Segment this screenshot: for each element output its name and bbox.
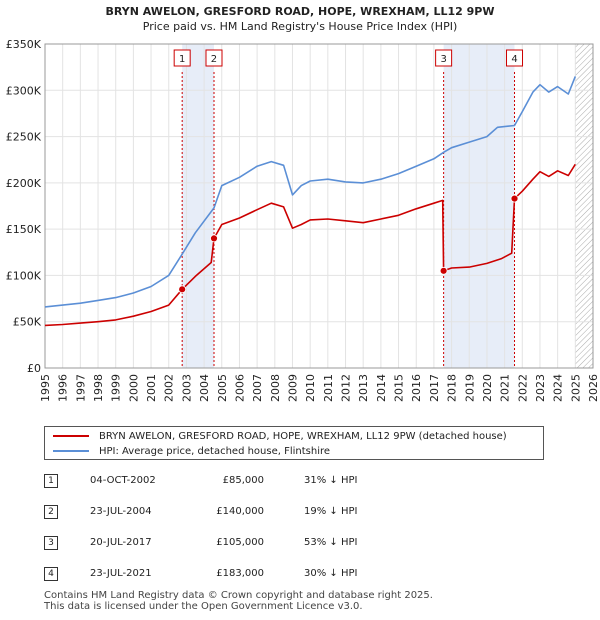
sale-price: £183,000 xyxy=(216,568,264,579)
x-tick-label: 2025 xyxy=(569,374,582,402)
x-tick-label: 1995 xyxy=(39,374,52,402)
x-tick-label: 2024 xyxy=(552,374,565,402)
hpi-line xyxy=(44,76,577,308)
sale-number: 2 xyxy=(44,505,58,519)
legend-hpi: HPI: Average price, detached house, Flin… xyxy=(53,444,330,459)
sale-point xyxy=(510,194,519,203)
x-tick-label: 2013 xyxy=(357,374,370,402)
plot-frame xyxy=(44,43,594,369)
x-tick-label: 2017 xyxy=(428,374,441,402)
y-tick-label: £250K xyxy=(6,131,42,144)
x-tick-label: 2001 xyxy=(145,374,158,402)
legend-hpi-swatch xyxy=(53,450,89,452)
chart-legend: BRYN AWELON, GRESFORD ROAD, HOPE, WREXHA… xyxy=(44,426,544,460)
sale-marker-box xyxy=(506,49,524,67)
x-tick-label: 2012 xyxy=(340,374,353,402)
chart-title: BRYN AWELON, GRESFORD ROAD, HOPE, WREXHA… xyxy=(106,5,495,18)
sale-row: 3 20-JUL-2017 £105,000 53% ↓ HPI xyxy=(44,534,564,554)
chart-subtitle: Price paid vs. HM Land Registry's House … xyxy=(143,20,458,33)
x-tick-label: 2007 xyxy=(251,374,264,402)
sale-row: 4 23-JUL-2021 £183,000 30% ↓ HPI xyxy=(44,565,564,585)
x-tick-label: 2026 xyxy=(587,374,600,402)
x-tick-label: 2005 xyxy=(216,374,229,402)
x-tick-label: 2020 xyxy=(481,374,494,402)
x-tick-label: 2011 xyxy=(322,374,335,402)
legend-hpi-label: HPI: Average price, detached house, Flin… xyxy=(99,446,331,457)
legend-property-swatch xyxy=(53,435,89,437)
sale-marker-label: 1 xyxy=(179,54,185,65)
x-tick-label: 2018 xyxy=(446,374,459,402)
footer-licence: This data is licensed under the Open Gov… xyxy=(44,601,363,612)
sale-number: 1 xyxy=(44,474,58,488)
sale-row: 2 23-JUL-2004 £140,000 19% ↓ HPI xyxy=(44,503,564,523)
sale-number: 3 xyxy=(44,536,58,550)
x-tick-label: 2003 xyxy=(180,374,193,402)
sale-hpi-diff: 30% ↓ HPI xyxy=(304,568,358,579)
x-tick-label: 2006 xyxy=(233,374,246,402)
legend-property: BRYN AWELON, GRESFORD ROAD, HOPE, WREXHA… xyxy=(53,429,507,444)
sale-marker-box xyxy=(435,49,453,67)
x-tick-label: 2016 xyxy=(410,374,423,402)
sale-price: £140,000 xyxy=(216,506,264,517)
x-tick-label: 2014 xyxy=(375,374,388,402)
sale-point xyxy=(439,266,448,275)
footer-copyright: Contains HM Land Registry data © Crown c… xyxy=(44,590,433,601)
y-tick-label: £150K xyxy=(6,223,42,236)
x-tick-label: 1998 xyxy=(92,374,105,402)
y-tick-label: £50K xyxy=(13,316,42,329)
sale-price: £105,000 xyxy=(216,537,264,548)
y-tick-label: £100K xyxy=(6,269,42,282)
x-tick-label: 2015 xyxy=(393,374,406,402)
x-tick-label: 1996 xyxy=(57,374,70,402)
sale-date: 20-JUL-2017 xyxy=(90,537,152,548)
x-tick-label: 1997 xyxy=(74,374,87,402)
sale-point xyxy=(210,234,218,243)
x-tick-label: 1999 xyxy=(110,374,123,402)
shaded-band xyxy=(443,44,515,368)
x-tick-label: 2023 xyxy=(534,374,547,402)
x-tick-label: 2010 xyxy=(304,374,317,402)
y-tick-label: £350K xyxy=(6,38,42,51)
y-tick-label: £0 xyxy=(27,362,41,375)
x-tick-label: 2019 xyxy=(463,374,476,402)
sale-number: 4 xyxy=(44,567,58,581)
footer: Contains HM Land Registry data © Crown c… xyxy=(44,590,433,612)
sale-date: 04-OCT-2002 xyxy=(90,475,156,486)
sale-point xyxy=(178,285,187,294)
price-chart: BRYN AWELON, GRESFORD ROAD, HOPE, WREXHA… xyxy=(6,5,600,402)
y-tick-label: £300K xyxy=(6,84,42,97)
x-tick-label: 2002 xyxy=(163,374,176,402)
sale-hpi-diff: 19% ↓ HPI xyxy=(304,506,358,517)
sale-marker-label: 3 xyxy=(440,54,446,65)
y-tick-label: £200K xyxy=(6,177,42,190)
x-tick-label: 2009 xyxy=(286,374,299,402)
sale-hpi-diff: 31% ↓ HPI xyxy=(304,475,358,486)
sale-marker-label: 2 xyxy=(211,54,217,65)
sale-date: 23-JUL-2004 xyxy=(90,506,152,517)
shaded-band xyxy=(182,44,214,368)
x-tick-label: 2000 xyxy=(127,374,140,402)
sale-row: 1 04-OCT-2002 £85,000 31% ↓ HPI xyxy=(44,472,564,492)
sale-date: 23-JUL-2021 xyxy=(90,568,152,579)
sale-hpi-diff: 53% ↓ HPI xyxy=(304,537,358,548)
forecast-hatch xyxy=(575,44,593,368)
sale-price: £85,000 xyxy=(222,475,264,486)
sale-marker-box xyxy=(173,49,191,67)
sale-marker-label: 4 xyxy=(511,54,517,65)
x-tick-label: 2022 xyxy=(516,374,529,402)
sale-marker-box xyxy=(205,49,223,67)
legend-property-label: BRYN AWELON, GRESFORD ROAD, HOPE, WREXHA… xyxy=(99,431,507,442)
x-tick-label: 2008 xyxy=(269,374,282,402)
x-tick-label: 2004 xyxy=(198,374,211,402)
x-tick-label: 2021 xyxy=(499,374,512,402)
